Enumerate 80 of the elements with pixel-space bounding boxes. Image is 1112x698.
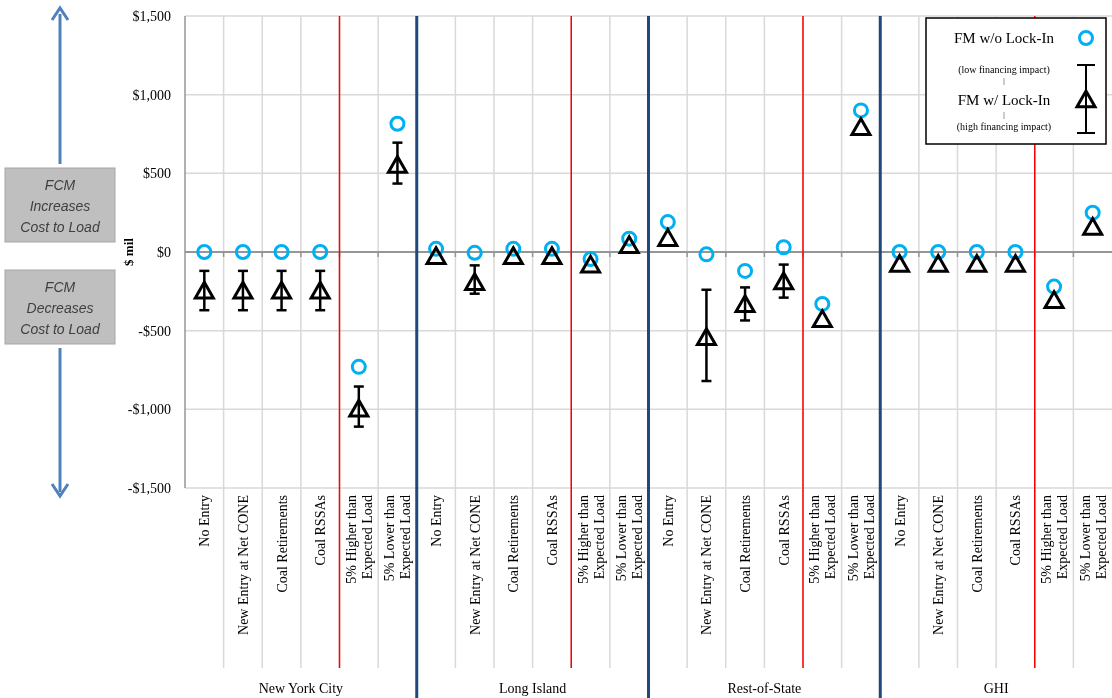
x-tick-label: Coal RSSAs [1008,495,1024,566]
point [502,246,524,265]
point [193,280,215,300]
point [309,280,331,300]
x-tick-label: 5% Higher than Expected Load [1039,495,1071,584]
y-tick-label: $1,000 [132,87,171,103]
point [466,244,483,261]
x-tick-label: Coal Retirements [738,495,754,593]
text: Rest-of-State [727,681,802,696]
annotation: (high financing impact) [956,121,1052,133]
point [196,244,213,260]
x-tick-label: 5% Lower than Expected Load [382,495,414,582]
x-tick-label: 5% Lower than Expected Load [845,495,877,582]
legend-label: FM w/o Lock-In [954,30,1055,47]
x-tick-label: No Entry [429,495,445,547]
point [889,254,911,273]
text: FCM Increases Cost to Load [20,177,101,235]
point [657,228,679,247]
x-tick-label: New Entry at Net CONE [699,495,715,635]
point [618,235,640,254]
x-tick-label: No Entry [197,495,213,547]
point [273,244,290,260]
point [966,254,988,273]
x-tick-label: Coal RSSAs [544,495,560,566]
y-axis-title: $ mil [121,237,136,266]
x-tick-label: New Entry at Net CONE [235,495,251,635]
y-tick-label: $500 [143,166,171,182]
x-tick-label: New Entry at Net CONE [467,495,483,635]
point [775,239,792,256]
x-tick-label: Coal Retirements [969,495,985,593]
point [348,398,370,418]
y-tick-label: -$500 [138,323,171,339]
y-tick-label: $1,500 [132,8,171,24]
x-tick-label: 5% Higher than Expected Load [575,495,607,584]
text: New York City [258,681,344,696]
y-tick-label: -$1,500 [127,480,171,496]
point [927,254,949,273]
point [312,244,329,260]
point [1084,204,1101,221]
point [814,295,831,312]
point [852,102,869,119]
point [734,294,756,313]
x-tick-label: 5% Lower than Expected Load [614,495,646,582]
point [698,246,715,263]
x-tick-label: Coal RSSAs [776,495,792,566]
point [386,154,408,174]
y-tick-label: -$1,000 [127,402,171,418]
point [425,246,447,265]
point [234,244,251,260]
annotation: (low financing impact) [958,64,1050,76]
x-tick-label: No Entry [892,495,908,547]
x-tick-label: New Entry at Net CONE [931,495,947,635]
point [737,262,754,279]
x-tick-label: Coal RSSAs [313,495,329,566]
point [773,271,795,291]
point [1082,217,1104,236]
text: FCM Decreases Cost to Load [20,279,101,337]
point [464,272,486,291]
point [1004,254,1026,273]
text: Long Island [498,681,567,696]
x-tick-label: 5% Higher than Expected Load [807,495,839,584]
point [232,280,254,300]
legend-label: FM w/ Lock-In [957,92,1051,109]
point [271,280,293,300]
point [695,327,717,346]
point [659,214,676,231]
x-tick-label: Coal Retirements [506,495,522,593]
point [350,358,367,375]
text: GHI [983,681,1009,696]
point [580,254,602,274]
point [541,246,563,265]
x-tick-label: 5% Higher than Expected Load [343,495,375,584]
point [811,309,833,328]
point [850,117,872,136]
point [389,115,406,132]
x-tick-label: No Entry [660,495,676,547]
point [1043,290,1065,310]
y-tick-label: $0 [157,244,171,260]
x-tick-label: Coal Retirements [274,495,290,593]
x-tick-label: 5% Lower than Expected Load [1077,495,1109,582]
